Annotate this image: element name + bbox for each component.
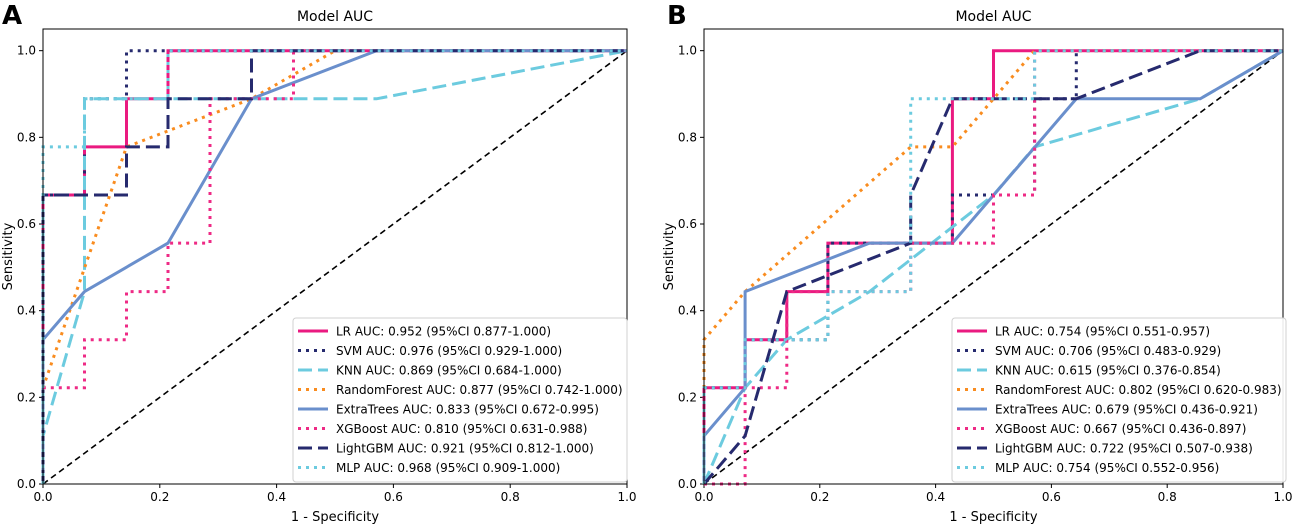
y-tick-label: 0.0 xyxy=(17,477,36,491)
chart-title: Model AUC xyxy=(955,9,1031,25)
legend-entry: ExtraTrees AUC: 0.679 (95%CI 0.436-0.921… xyxy=(995,403,1258,417)
x-tick-label: 0.0 xyxy=(33,490,52,504)
y-tick-label: 0.2 xyxy=(17,390,36,404)
roc-curve-lightgbm xyxy=(702,49,1283,485)
reference-diagonal xyxy=(703,50,1284,485)
legend-entry: LightGBM AUC: 0.921 (95%CI 0.812-1.000) xyxy=(336,442,594,456)
panel-label: A xyxy=(2,1,22,31)
x-tick-label: 0.8 xyxy=(501,490,520,504)
x-tick-label: 1.0 xyxy=(1273,490,1292,504)
legend-entry: XGBoost AUC: 0.667 (95%CI 0.436-0.897) xyxy=(995,422,1246,436)
y-tick-label: 0.8 xyxy=(678,130,697,144)
legend-entry: MLP AUC: 0.754 (95%CI 0.552-0.956) xyxy=(995,461,1219,475)
y-tick-label: 0.4 xyxy=(678,304,697,318)
chart-title: Model AUC xyxy=(297,9,373,25)
panel-label: B xyxy=(667,1,687,31)
legend-entry: MLP AUC: 0.968 (95%CI 0.909-1.000) xyxy=(336,461,560,475)
axes-frame xyxy=(42,28,628,485)
y-axis-label: Sensitivity xyxy=(1,222,16,290)
roc-curve-extratrees xyxy=(702,49,1284,484)
legend-entry: XGBoost AUC: 0.810 (95%CI 0.631-0.988) xyxy=(336,422,587,436)
x-tick-label: 1.0 xyxy=(617,490,636,504)
reference-diagonal xyxy=(42,50,628,485)
y-tick-label: 0.6 xyxy=(17,217,36,231)
legend-entry: SVM AUC: 0.706 (95%CI 0.483-0.929) xyxy=(995,344,1221,358)
roc-curve-xgboost xyxy=(41,49,627,484)
legend-box xyxy=(292,317,628,483)
y-tick-label: 1.0 xyxy=(17,44,36,58)
legend-entry: LightGBM AUC: 0.722 (95%CI 0.507-0.938) xyxy=(995,442,1253,456)
legend-entry: RandomForest AUC: 0.802 (95%CI 0.620-0.9… xyxy=(995,383,1282,397)
x-tick-label: 0.2 xyxy=(150,490,169,504)
x-tick-label: 0.6 xyxy=(384,490,403,504)
x-tick-label: 0.4 xyxy=(926,490,945,504)
y-axis-label: Sensitivity xyxy=(662,222,677,290)
legend: LR AUC: 0.952 (95%CI 0.877-1.000) SVM AUC… xyxy=(292,317,628,483)
legend-entry: KNN AUC: 0.869 (95%CI 0.684-1.000) xyxy=(336,364,562,378)
legend-box xyxy=(951,317,1287,483)
legend-entry: RandomForest AUC: 0.877 (95%CI 0.742-1.0… xyxy=(336,383,623,397)
y-tick-label: 0.8 xyxy=(17,130,36,144)
x-axis-label: 1 - Specificity xyxy=(949,510,1038,524)
y-tick-label: 0.0 xyxy=(678,477,697,491)
x-tick-label: 0.0 xyxy=(694,490,713,504)
legend-entry: LR AUC: 0.952 (95%CI 0.877-1.000) xyxy=(336,325,551,339)
y-tick-label: 1.0 xyxy=(678,44,697,58)
y-tick-label: 0.2 xyxy=(678,390,697,404)
legend-entry: ExtraTrees AUC: 0.833 (95%CI 0.672-0.995… xyxy=(336,403,599,417)
legend: LR AUC: 0.754 (95%CI 0.551-0.957) SVM AUC… xyxy=(951,317,1287,483)
x-axis-label: 1 - Specificity xyxy=(291,510,380,524)
x-tick-label: 0.6 xyxy=(1042,490,1061,504)
axes-frame xyxy=(703,28,1284,485)
x-tick-label: 0.2 xyxy=(810,490,829,504)
y-tick-label: 0.4 xyxy=(17,304,36,318)
roc-curve-lightgbm xyxy=(41,49,627,484)
legend-entry: SVM AUC: 0.976 (95%CI 0.929-1.000) xyxy=(336,344,562,358)
x-tick-label: 0.8 xyxy=(1158,490,1177,504)
legend-entry: KNN AUC: 0.615 (95%CI 0.376-0.854) xyxy=(995,364,1221,378)
roc-curve-xgboost xyxy=(704,49,1283,486)
x-tick-label: 0.4 xyxy=(267,490,286,504)
y-tick-label: 0.6 xyxy=(678,217,697,231)
legend-entry: LR AUC: 0.754 (95%CI 0.551-0.957) xyxy=(995,325,1210,339)
